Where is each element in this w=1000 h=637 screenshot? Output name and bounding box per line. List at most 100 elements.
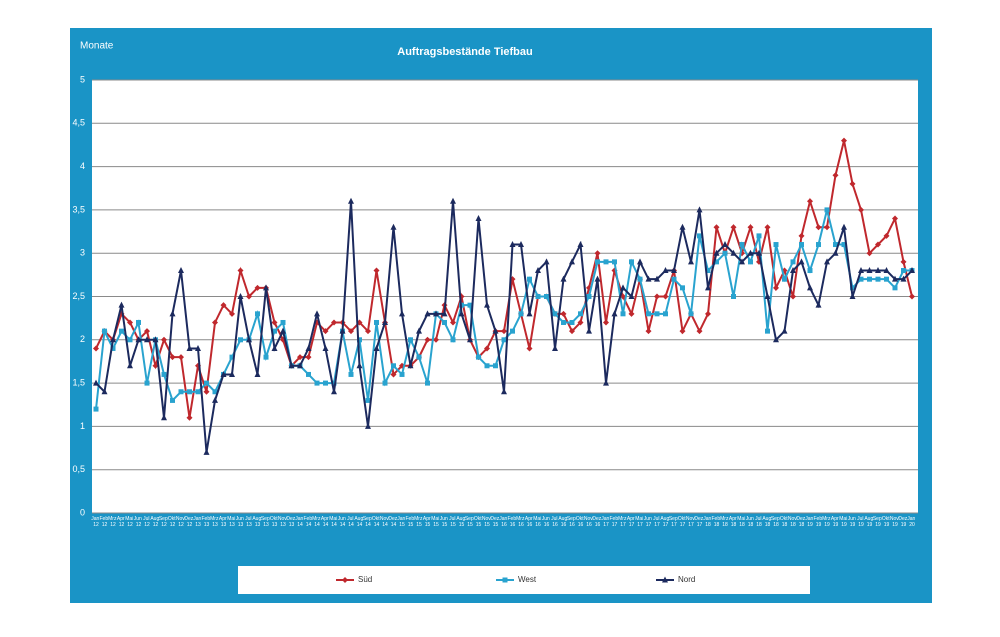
point: [476, 354, 481, 360]
point: [526, 345, 533, 352]
legend-label: Süd: [358, 575, 372, 584]
point: [492, 327, 499, 334]
point: [442, 319, 447, 325]
point: [662, 576, 668, 583]
point: [212, 389, 218, 395]
point: [594, 275, 601, 282]
point: [612, 259, 617, 265]
x-tick-label: Jun 14: [338, 516, 347, 528]
point: [152, 362, 159, 369]
point: [169, 310, 176, 317]
point: [407, 362, 414, 369]
point: [569, 328, 575, 335]
x-tick-label: Mrz 13: [210, 516, 220, 528]
point: [586, 294, 592, 299]
legend: [238, 566, 810, 594]
point: [544, 294, 549, 299]
x-tick-label: Dez 18: [796, 516, 806, 528]
point: [824, 207, 830, 213]
y-tick-label: 5: [80, 74, 85, 84]
point: [416, 327, 422, 334]
point: [662, 293, 669, 300]
x-tick-label: Sep 15: [465, 516, 475, 528]
point: [203, 388, 210, 395]
point: [467, 336, 473, 343]
point: [679, 328, 686, 335]
point: [654, 293, 660, 300]
point: [339, 327, 346, 334]
point: [603, 379, 609, 386]
point: [467, 302, 473, 308]
x-tick-label: Mai 15: [431, 516, 440, 528]
x-tick-label: Apr 14: [321, 516, 330, 528]
x-tick-label: Aug 19: [864, 516, 874, 528]
x-tick-label: Feb 12: [99, 516, 109, 528]
point: [671, 267, 677, 274]
x-tick-label: Sep 18: [771, 516, 781, 528]
point: [169, 354, 176, 361]
point: [297, 362, 303, 369]
point: [782, 276, 787, 282]
x-tick-label: Jan 13: [193, 516, 202, 528]
point: [203, 448, 210, 455]
point: [263, 284, 269, 291]
point: [144, 336, 150, 343]
point: [187, 389, 192, 395]
point: [824, 258, 830, 265]
point: [144, 380, 150, 386]
x-tick-label: Sep 13: [261, 516, 271, 528]
point: [858, 267, 864, 274]
point: [382, 318, 388, 325]
x-tick-label: Jun 18: [746, 516, 755, 528]
point: [204, 380, 209, 386]
x-tick-label: Mai 17: [635, 516, 644, 528]
point: [866, 250, 873, 257]
chart-title: Auftragsbestände Tiefbau: [397, 46, 533, 58]
point: [527, 276, 532, 282]
x-tick-label: Apr 15: [423, 516, 432, 528]
point: [654, 311, 660, 317]
point: [595, 259, 600, 265]
x-tick-label: Mai 14: [329, 516, 338, 528]
point: [577, 319, 584, 326]
point: [892, 215, 898, 222]
point: [186, 344, 193, 351]
point: [382, 380, 388, 386]
point: [569, 258, 575, 265]
point: [255, 311, 260, 317]
x-tick-label: Jul 17: [653, 516, 661, 528]
point: [841, 137, 847, 144]
point: [127, 337, 133, 343]
x-tick-label: Jun 17: [644, 516, 653, 528]
x-tick-label: Okt 18: [780, 516, 789, 528]
x-tick-label: Feb 17: [609, 516, 619, 528]
point: [374, 319, 379, 325]
point: [475, 215, 482, 222]
point: [680, 285, 685, 291]
point: [365, 397, 371, 403]
point: [271, 344, 278, 351]
point: [178, 267, 184, 274]
point: [161, 371, 167, 377]
point: [748, 259, 753, 265]
point: [900, 275, 907, 282]
point: [696, 328, 703, 335]
x-tick-label: Nov 19: [890, 516, 900, 528]
point: [535, 267, 541, 274]
point: [237, 267, 244, 274]
point: [510, 328, 515, 334]
point: [186, 414, 193, 421]
point: [450, 337, 456, 343]
point: [136, 319, 141, 325]
point: [654, 275, 660, 282]
point: [110, 336, 116, 343]
x-tick-label: Nov 18: [788, 516, 798, 528]
point: [620, 311, 626, 317]
x-tick-label: Mrz 18: [720, 516, 730, 528]
point: [373, 344, 380, 351]
y-tick-label: 2: [80, 334, 85, 344]
point: [373, 267, 380, 274]
point: [637, 258, 643, 265]
point: [858, 276, 864, 282]
x-tick-label: Dez 14: [388, 516, 398, 528]
